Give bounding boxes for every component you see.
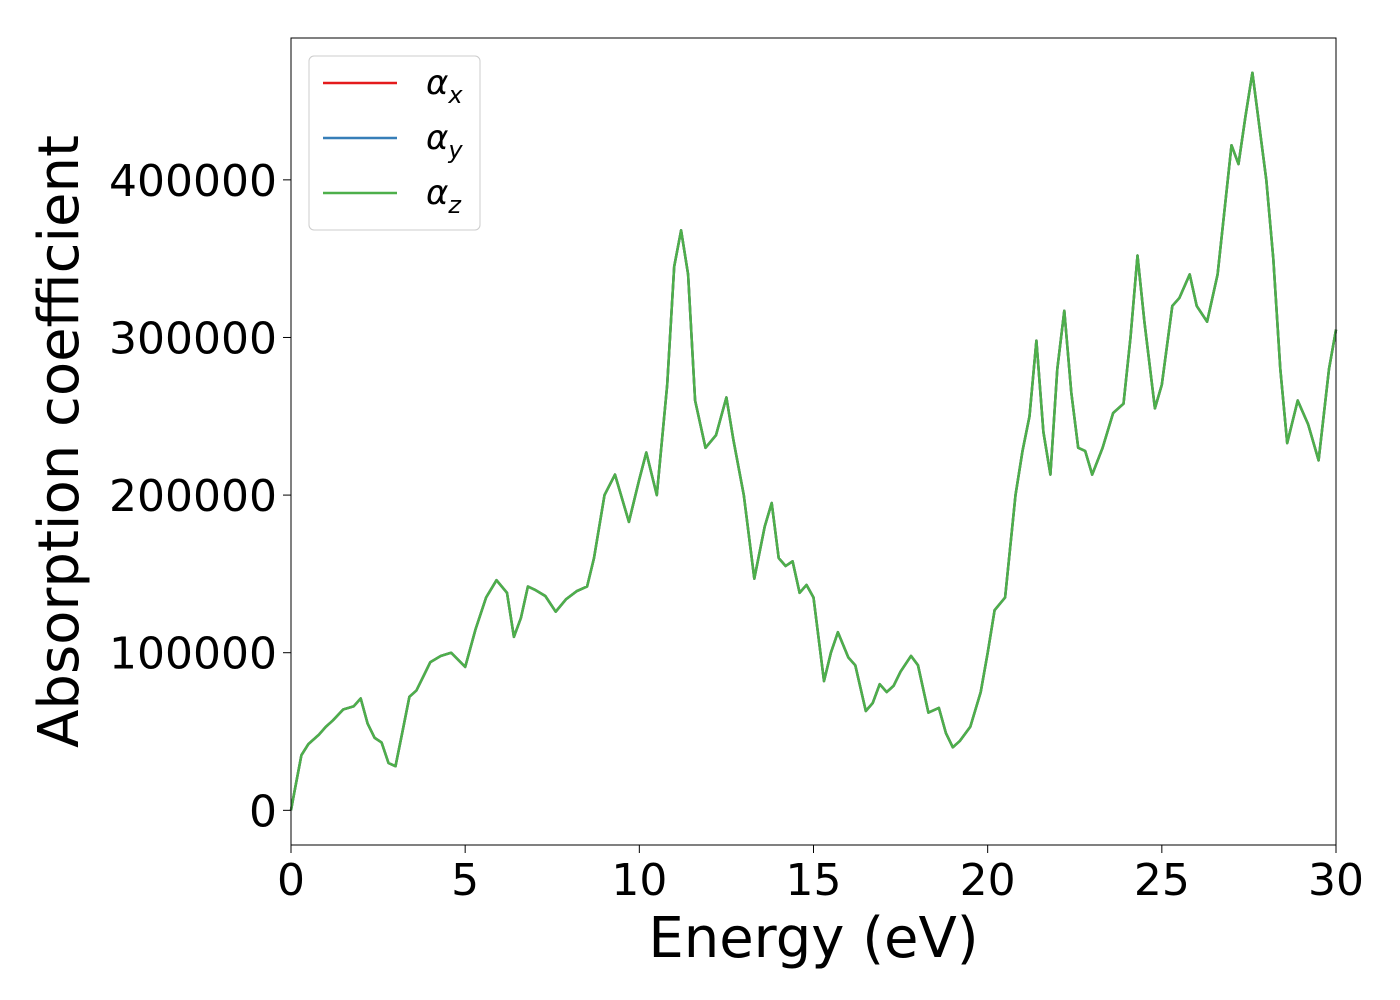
y-tick-label: 200000: [109, 471, 277, 522]
y-tick-label: 0: [249, 786, 277, 837]
legend: αx αy αz: [308, 55, 481, 231]
legend-label-alpha-z: αz: [426, 173, 462, 219]
x-tick-label: 0: [277, 855, 305, 906]
legend-label-alpha-y: αy: [426, 118, 463, 164]
x-tick-label: 15: [786, 855, 842, 906]
x-tick-label: 20: [960, 855, 1016, 906]
x-tick-label: 10: [611, 855, 667, 906]
y-tick-label: 100000: [109, 629, 277, 680]
x-tick-label: 25: [1134, 855, 1190, 906]
x-tick-label: 30: [1308, 855, 1364, 906]
y-tick-label: 400000: [109, 156, 277, 207]
plot-lines: [289, 71, 1338, 811]
x-tick-label: 5: [451, 855, 479, 906]
series-line-alpha-z: [289, 71, 1338, 811]
x-axis: 0 5 10 15 20 25 30: [277, 845, 1364, 906]
y-axis-label: Absorption coefficient: [27, 135, 92, 748]
legend-label-alpha-x: αx: [426, 63, 463, 109]
legend-box: [308, 55, 481, 231]
x-axis-label: Energy (eV): [648, 906, 978, 971]
y-tick-label: 300000: [109, 313, 277, 364]
y-axis: 0 100000 200000 300000 400000: [109, 156, 291, 837]
